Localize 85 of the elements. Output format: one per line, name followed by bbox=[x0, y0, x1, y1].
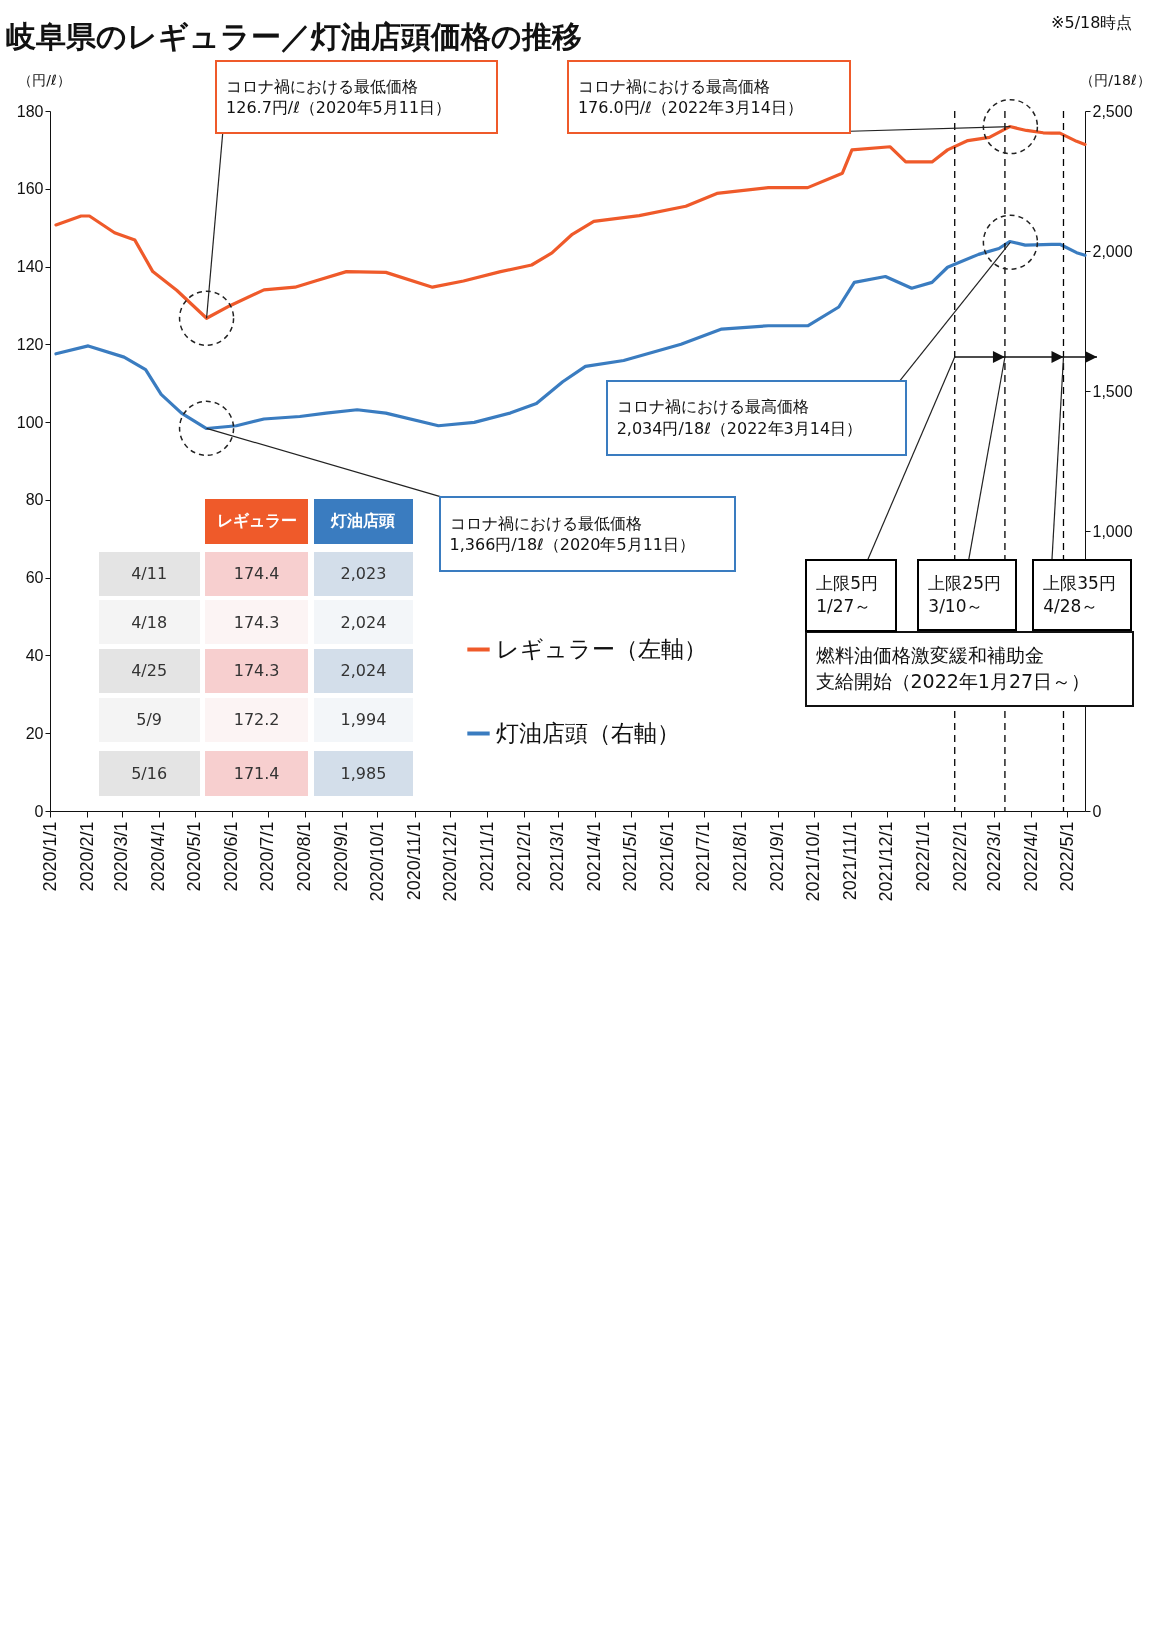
ref-line-label: 上限5円 1/27～ bbox=[816, 572, 880, 619]
table-cell: 172.2 bbox=[205, 697, 309, 743]
table-cell: 2,024 bbox=[313, 600, 414, 645]
y2-tick-label: 1,000 bbox=[1092, 522, 1133, 540]
x-tick-label: 2020/12/1 bbox=[439, 821, 460, 902]
x-tick-label: 2022/3/1 bbox=[983, 821, 1004, 892]
annotation: コロナ禍における最高価格 176.0円/ℓ（2022年3月14日） bbox=[577, 75, 804, 119]
x-tick-label: 2020/6/1 bbox=[221, 821, 242, 892]
x-tick-label: 2020/1/1 bbox=[39, 821, 60, 892]
note-box: 上限35円 4/28～ bbox=[1032, 559, 1132, 631]
x-tick-label: 2020/7/1 bbox=[257, 821, 278, 892]
legend-label: 灯油店頭（右軸） bbox=[496, 719, 680, 746]
note-box: コロナ禍における最高価格 176.0円/ℓ（2022年3月14日） bbox=[566, 60, 852, 135]
x-tick-label: 2022/2/1 bbox=[950, 821, 971, 892]
table-cell: 174.4 bbox=[205, 551, 309, 596]
x-tick-label: 2021/12/1 bbox=[876, 821, 897, 902]
x-tick-label: 2020/11/1 bbox=[404, 821, 425, 901]
y-tick-label: 140 bbox=[16, 258, 44, 276]
table-cell: 174.3 bbox=[205, 648, 309, 693]
x-tick-label: 2020/4/1 bbox=[148, 821, 169, 892]
legend-label: レギュラー（左軸） bbox=[496, 635, 707, 662]
y2-axis-title: （円/18ℓ） bbox=[1080, 71, 1150, 88]
x-tick-label: 2021/9/1 bbox=[767, 821, 788, 892]
y-tick-label: 20 bbox=[25, 724, 44, 742]
note-box: 燃料油価格激変緩和補助金 支給開始（2022年1月27日～） bbox=[804, 630, 1135, 708]
note-box: 上限25円 3/10～ bbox=[917, 559, 1017, 631]
note-box: コロナ禍における最低価格 126.7円/ℓ（2020年5月11日） bbox=[215, 60, 498, 135]
note-box: コロナ禍における最高価格 2,034円/18ℓ（2022年3月14日） bbox=[605, 379, 907, 456]
x-tick-label: 2021/1/1 bbox=[476, 821, 497, 892]
x-tick-label: 2021/2/1 bbox=[513, 821, 534, 892]
annotation: コロナ禍における最高価格 2,034円/18ℓ（2022年3月14日） bbox=[616, 396, 864, 440]
x-tick-label: 2020/9/1 bbox=[331, 821, 352, 892]
annotation: 燃料油価格激変緩和補助金 bbox=[815, 643, 1045, 669]
x-tick-label: 2021/7/1 bbox=[693, 821, 714, 892]
y2-tick-label: 1,500 bbox=[1092, 382, 1133, 400]
table-cell: 5/9 bbox=[98, 697, 200, 743]
ref-line-label: 上限35円 4/28～ bbox=[1043, 572, 1117, 618]
note-box: コロナ禍における最低価格 1,366円/18ℓ（2020年5月11日） bbox=[438, 496, 737, 573]
text: ※5/18時点 bbox=[1051, 12, 1134, 34]
table-cell: 2,023 bbox=[313, 551, 414, 596]
y-tick-label: 120 bbox=[16, 335, 44, 353]
x-tick-label: 2022/4/1 bbox=[1020, 821, 1041, 892]
table-cell: 174.3 bbox=[205, 600, 309, 645]
table-cell: 灯油店頭 bbox=[313, 498, 414, 544]
table-cell: 1,985 bbox=[313, 751, 414, 796]
table-cell: レギュラー bbox=[205, 498, 309, 544]
chart-title: 岐阜県のレギュラー／灯油店頭価格の推移 bbox=[6, 19, 582, 54]
x-tick-label: 2020/3/1 bbox=[111, 821, 132, 892]
note-box: 上限5円 1/27～ bbox=[805, 559, 897, 632]
x-tick-label: 2021/4/1 bbox=[584, 821, 605, 892]
x-tick-label: 2020/2/1 bbox=[76, 821, 97, 892]
x-tick-label: 2020/8/1 bbox=[294, 821, 315, 892]
annotation: コロナ禍における最低価格 126.7円/ℓ（2020年5月11日） bbox=[226, 75, 453, 119]
y-axis-title: （円/ℓ） bbox=[18, 71, 71, 88]
annotation: 支給開始（2022年1月27日～） bbox=[815, 668, 1092, 694]
y-tick-label: 60 bbox=[25, 569, 44, 587]
y-tick-label: 0 bbox=[34, 802, 44, 820]
y2-tick-label: 2,500 bbox=[1092, 102, 1133, 120]
table-cell: 4/25 bbox=[98, 648, 200, 693]
table-cell: 4/18 bbox=[98, 600, 200, 645]
x-tick-label: 2020/10/1 bbox=[366, 821, 387, 902]
y-tick-label: 160 bbox=[16, 180, 44, 198]
table-cell: 4/11 bbox=[98, 551, 200, 596]
table-cell: 2,024 bbox=[313, 648, 414, 693]
table-cell: 171.4 bbox=[205, 751, 309, 796]
x-tick-label: 2021/8/1 bbox=[730, 821, 751, 892]
x-tick-label: 2021/6/1 bbox=[657, 821, 678, 892]
y-tick-label: 180 bbox=[16, 102, 44, 120]
x-tick-label: 2021/10/1 bbox=[803, 821, 824, 902]
table-cell: 5/16 bbox=[98, 751, 200, 796]
table-cell: 1,994 bbox=[313, 697, 414, 743]
y2-tick-label: 2,000 bbox=[1092, 242, 1133, 260]
x-tick-label: 2022/1/1 bbox=[913, 821, 934, 892]
x-tick-label: 2021/11/1 bbox=[840, 821, 861, 901]
ref-line-label: 上限25円 3/10～ bbox=[928, 572, 1002, 618]
line-series bbox=[54, 124, 1087, 320]
y2-tick-label: 0 bbox=[1092, 802, 1102, 820]
x-tick-label: 2022/5/1 bbox=[1056, 821, 1077, 892]
x-tick-label: 2021/5/1 bbox=[620, 821, 641, 892]
y-tick-label: 40 bbox=[25, 646, 44, 664]
y-tick-label: 100 bbox=[16, 413, 44, 431]
y-tick-label: 80 bbox=[25, 491, 44, 509]
annotation: コロナ禍における最低価格 1,366円/18ℓ（2020年5月11日） bbox=[449, 512, 696, 556]
x-tick-label: 2021/3/1 bbox=[547, 821, 568, 892]
x-tick-label: 2020/5/1 bbox=[184, 821, 205, 892]
